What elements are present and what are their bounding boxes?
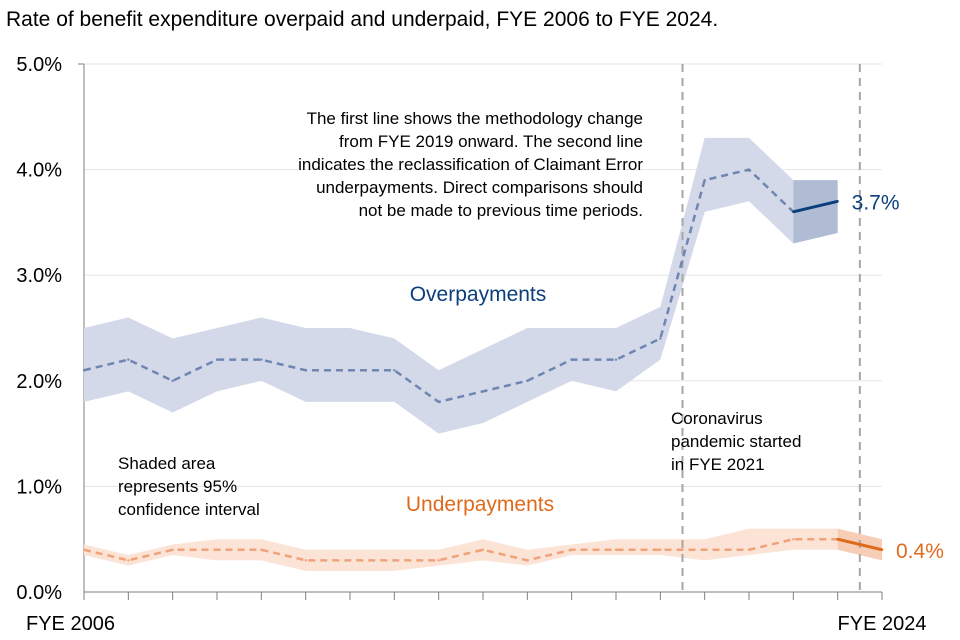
data-point xyxy=(570,548,573,551)
series-line-latest xyxy=(792,199,839,214)
annotation-line: in FYE 2021 xyxy=(671,455,765,474)
y-tick-label: 5.0% xyxy=(16,54,62,76)
y-tick-label: 4.0% xyxy=(16,160,62,182)
confidence-band-latest xyxy=(793,180,838,244)
y-tick-label: 1.0% xyxy=(16,476,62,498)
y-tick-label: 3.0% xyxy=(16,265,62,287)
data-point xyxy=(304,369,307,372)
data-point xyxy=(127,559,130,562)
data-point xyxy=(348,559,352,562)
annotation-line: confidence interval xyxy=(118,500,260,519)
data-point xyxy=(437,400,440,404)
data-point xyxy=(703,178,706,182)
data-point xyxy=(792,210,795,214)
data-point xyxy=(304,559,307,562)
data-point xyxy=(393,559,396,562)
data-point xyxy=(526,559,529,562)
methodology-annotation: The first line shows the methodology cha… xyxy=(298,109,643,220)
data-point xyxy=(481,390,485,393)
data-point xyxy=(570,358,573,361)
series-name-label: Overpayments xyxy=(410,283,547,306)
x-tick-label: FYE 2024 xyxy=(838,613,927,635)
data-point xyxy=(614,358,618,361)
series-line-latest xyxy=(837,537,883,552)
data-point xyxy=(348,369,352,372)
data-point xyxy=(747,548,751,551)
series-end-label: 0.4% xyxy=(896,540,944,563)
data-point xyxy=(659,337,662,340)
data-point xyxy=(836,538,839,541)
annotation-line: Shaded area xyxy=(118,454,216,473)
series-end-label: 3.7% xyxy=(852,191,900,214)
data-point xyxy=(171,379,174,382)
y-tick-label: 0.0% xyxy=(16,582,62,604)
annotation-line: pandemic started xyxy=(671,432,801,451)
data-point xyxy=(437,559,440,562)
data-point xyxy=(703,548,706,551)
x-tick-label: FYE 2006 xyxy=(26,613,115,635)
annotation-line: underpayments. Direct comparisons should xyxy=(316,178,643,197)
data-point xyxy=(526,379,529,382)
chart-title: Rate of benefit expenditure overpaid and… xyxy=(6,8,719,31)
data-point xyxy=(393,369,396,372)
data-point xyxy=(747,168,751,171)
data-point xyxy=(82,369,86,372)
annotation-line: not be made to previous time periods. xyxy=(359,201,643,220)
coronavirus-annotation: Coronavirus pandemic started in FYE 2021 xyxy=(671,409,801,474)
data-point xyxy=(215,358,219,361)
confidence-band xyxy=(84,528,838,571)
annotation-line: from FYE 2019 onward. The second line xyxy=(339,132,643,151)
data-point xyxy=(614,548,618,551)
data-point xyxy=(171,548,174,551)
y-tick-label: 2.0% xyxy=(16,371,62,393)
data-point xyxy=(481,548,485,551)
annotation-line: represents 95% xyxy=(118,477,237,496)
data-point xyxy=(836,200,839,203)
annotation-line: Coronavirus xyxy=(671,409,763,428)
data-point xyxy=(880,548,884,551)
data-point xyxy=(792,538,795,541)
data-point xyxy=(127,358,130,361)
confidence-interval-annotation: Shaded area represents 95% confidence inte… xyxy=(118,454,260,519)
annotation-line: indicates the reclassification of Claima… xyxy=(298,155,643,174)
data-point xyxy=(260,358,263,361)
series-name-label: Underpayments xyxy=(406,493,554,516)
data-point xyxy=(260,548,263,551)
data-point xyxy=(659,548,662,551)
data-point xyxy=(82,548,86,551)
annotation-line: The first line shows the methodology cha… xyxy=(307,109,643,128)
data-point xyxy=(215,548,219,551)
